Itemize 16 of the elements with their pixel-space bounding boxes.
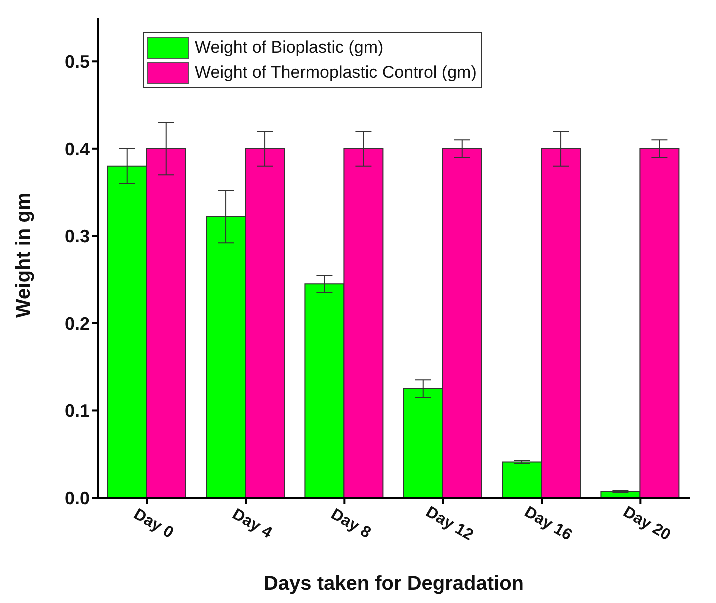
x-tick-label: Day 12	[422, 504, 476, 544]
x-tick-label: Day 16	[522, 504, 575, 544]
x-axis-title: Days taken for Degradation	[264, 573, 524, 595]
y-tick-label: 0.1	[64, 401, 90, 422]
y-tick-label: 0.3	[64, 226, 90, 247]
x-tick-label: Day 8	[328, 506, 374, 542]
legend-label: Weight of Thermoplastic Control (gm)	[195, 62, 477, 82]
y-tick-label: 0.0	[64, 488, 90, 508]
x-tick-label: Day 20	[620, 504, 674, 544]
y-axis-title: Weight in gm	[13, 192, 36, 318]
y-tick-label: 0.5	[64, 52, 90, 72]
x-tick-label: Day 4	[230, 506, 276, 542]
legend-label: Weight of Bioplastic (gm)	[195, 38, 384, 58]
y-tick-label: 0.2	[64, 314, 90, 334]
y-tick-label: 0.4	[64, 139, 90, 160]
x-tick-label: Day 0	[130, 506, 176, 542]
